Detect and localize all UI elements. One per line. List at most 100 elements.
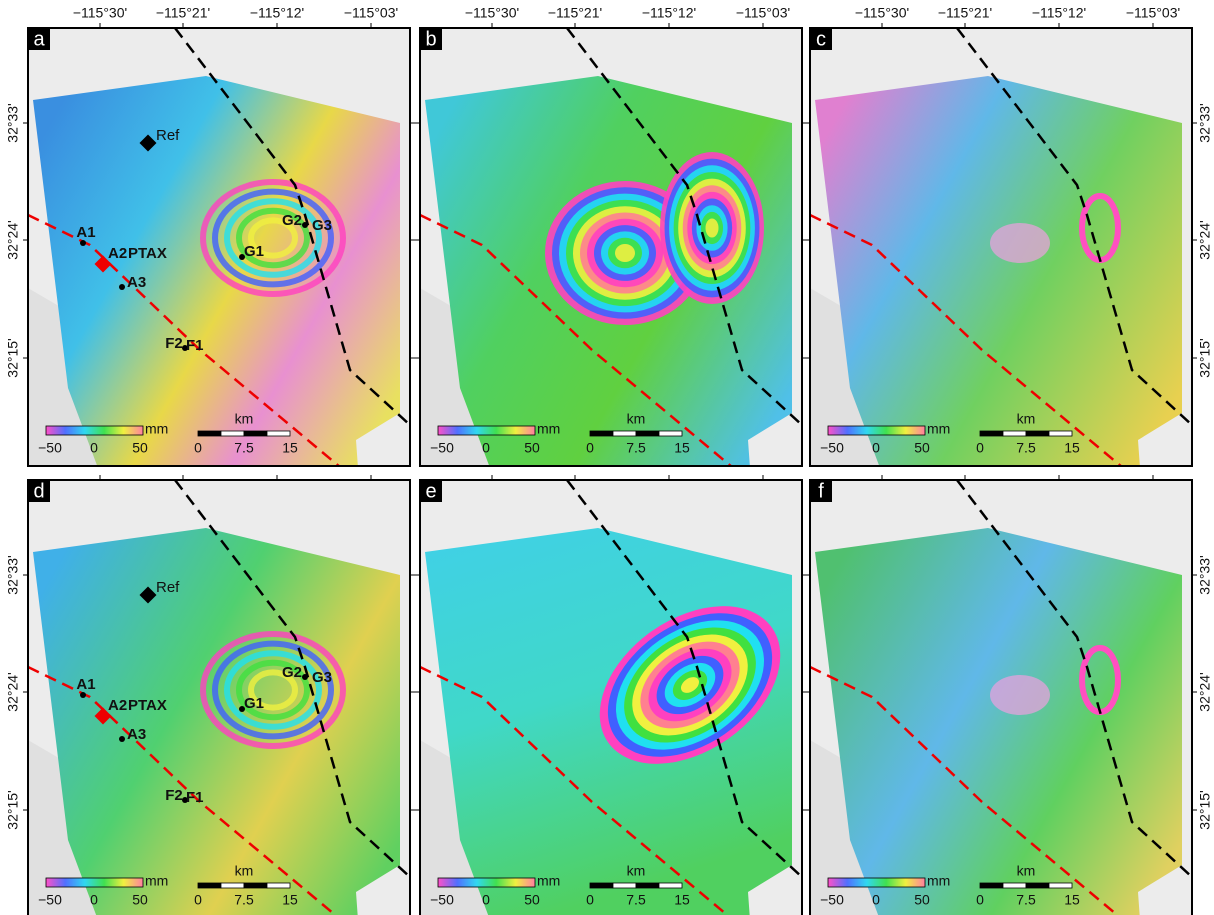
scalebar-tick-label: 0 (976, 440, 984, 456)
scalebar-tick-label: 0 (194, 440, 202, 456)
scalebar-segment (244, 883, 267, 888)
colorbar (46, 878, 143, 887)
scalebar-tick-label: 0 (194, 892, 202, 908)
colorbar-tick-label: −50 (430, 892, 454, 908)
scalebar-segment (198, 883, 221, 888)
y-tick-label: 32°24' (5, 672, 21, 711)
x-tick-label: −115°30' (855, 5, 909, 21)
station-label: F2 (165, 335, 183, 352)
scalebar-segment (1003, 883, 1026, 888)
scalebar-segment (244, 431, 267, 436)
y-tick-label: 32°33' (5, 103, 21, 142)
colorbar (828, 426, 925, 435)
map-content: RefA1A2PTAXA3G1G2G3F2F1−50050mmkm07.515 (28, 28, 410, 468)
colorbar-tick-label: 50 (914, 892, 930, 908)
colorbar (438, 878, 535, 887)
fringe (990, 675, 1050, 715)
y-tick-label: 32°33' (1197, 555, 1213, 594)
panel-label: e (425, 480, 436, 502)
colorbar-unit: mm (145, 421, 168, 437)
colorbar (438, 426, 535, 435)
map-panel: −50050mmkm07.515f32°33'32°24'32°15' (805, 475, 1213, 915)
colorbar-tick-label: 50 (132, 440, 148, 456)
map-panel: RefA1A2PTAXA3G1G2G3F2F1−50050mmkm07.515a… (5, 5, 415, 468)
scalebar-segment (590, 883, 613, 888)
scalebar-tick-label: 0 (586, 892, 594, 908)
scalebar-segment (198, 431, 221, 436)
figure: RefA1A2PTAXA3G1G2G3F2F1−50050mmkm07.515a… (0, 0, 1214, 915)
y-tick-label: 32°15' (1197, 338, 1213, 377)
colorbar-tick-label: 50 (132, 892, 148, 908)
y-tick-label: 32°15' (1197, 790, 1213, 829)
x-tick-label: −115°03' (344, 5, 398, 21)
scalebar-tick-label: 15 (1064, 892, 1080, 908)
x-tick-label: −115°21' (938, 5, 992, 21)
x-tick-label: −115°03' (1126, 5, 1180, 21)
colorbar-unit: mm (927, 873, 950, 889)
scalebar-segment (267, 431, 290, 436)
station-label: G1 (244, 695, 264, 712)
station-label: F1 (186, 789, 204, 806)
x-tick-label: −115°21' (156, 5, 210, 21)
panel-label: b (425, 28, 436, 50)
colorbar (828, 878, 925, 887)
y-tick-label: 32°33' (5, 555, 21, 594)
scalebar-segment (1026, 431, 1049, 436)
station-label: A1 (76, 676, 95, 693)
insar-footprint (815, 528, 1182, 915)
station-marker (302, 674, 308, 680)
scalebar-segment (267, 883, 290, 888)
scalebar-tick-label: 0 (586, 440, 594, 456)
colorbar-tick-label: 50 (914, 440, 930, 456)
scalebar-tick-label: 7.5 (234, 440, 254, 456)
y-tick-label: 32°33' (1197, 103, 1213, 142)
y-tick-label: 32°24' (5, 220, 21, 259)
scalebar-segment (1026, 883, 1049, 888)
fringe (706, 219, 719, 238)
station-label: G2 (282, 664, 302, 681)
station-label: F2 (165, 787, 183, 804)
panel-label: d (33, 480, 44, 502)
scalebar-segment (659, 431, 682, 436)
colorbar-tick-label: −50 (820, 892, 844, 908)
scalebar-unit: km (627, 863, 646, 879)
station-label: A3 (127, 274, 146, 291)
scalebar-segment (636, 883, 659, 888)
fringe (615, 244, 635, 262)
colorbar-tick-label: 0 (482, 892, 490, 908)
panel-label: f (818, 480, 824, 502)
station-label: PTAX (128, 697, 167, 714)
colorbar-tick-label: −50 (38, 440, 62, 456)
map-panel: −50050mmkm07.515c−115°30'−115°21'−115°12… (805, 5, 1213, 468)
station-marker (119, 736, 125, 742)
station-label: A2 (108, 697, 127, 714)
colorbar-tick-label: 0 (90, 440, 98, 456)
colorbar-tick-label: 0 (872, 892, 880, 908)
station-label: G2 (282, 212, 302, 229)
colorbar-unit: mm (537, 421, 560, 437)
scalebar-tick-label: 15 (1064, 440, 1080, 456)
y-tick-label: 32°24' (1197, 672, 1213, 711)
station-label: G1 (244, 243, 264, 260)
colorbar-tick-label: 50 (524, 892, 540, 908)
station-label: Ref (156, 127, 180, 144)
scalebar-tick-label: 15 (674, 892, 690, 908)
scalebar-unit: km (235, 411, 254, 427)
x-tick-label: −115°30' (465, 5, 519, 21)
map-content: −50050mmkm07.515 (420, 480, 810, 915)
panel-label: c (816, 28, 826, 50)
station-label: PTAX (128, 245, 167, 262)
station-label: G3 (312, 217, 332, 234)
scalebar-tick-label: 7.5 (234, 892, 254, 908)
station-marker (119, 284, 125, 290)
colorbar-tick-label: 0 (482, 440, 490, 456)
scalebar-tick-label: 15 (282, 440, 298, 456)
station-label: F1 (186, 337, 204, 354)
scalebar-tick-label: 7.5 (1016, 892, 1036, 908)
map-content: −50050mmkm07.515 (810, 28, 1192, 468)
